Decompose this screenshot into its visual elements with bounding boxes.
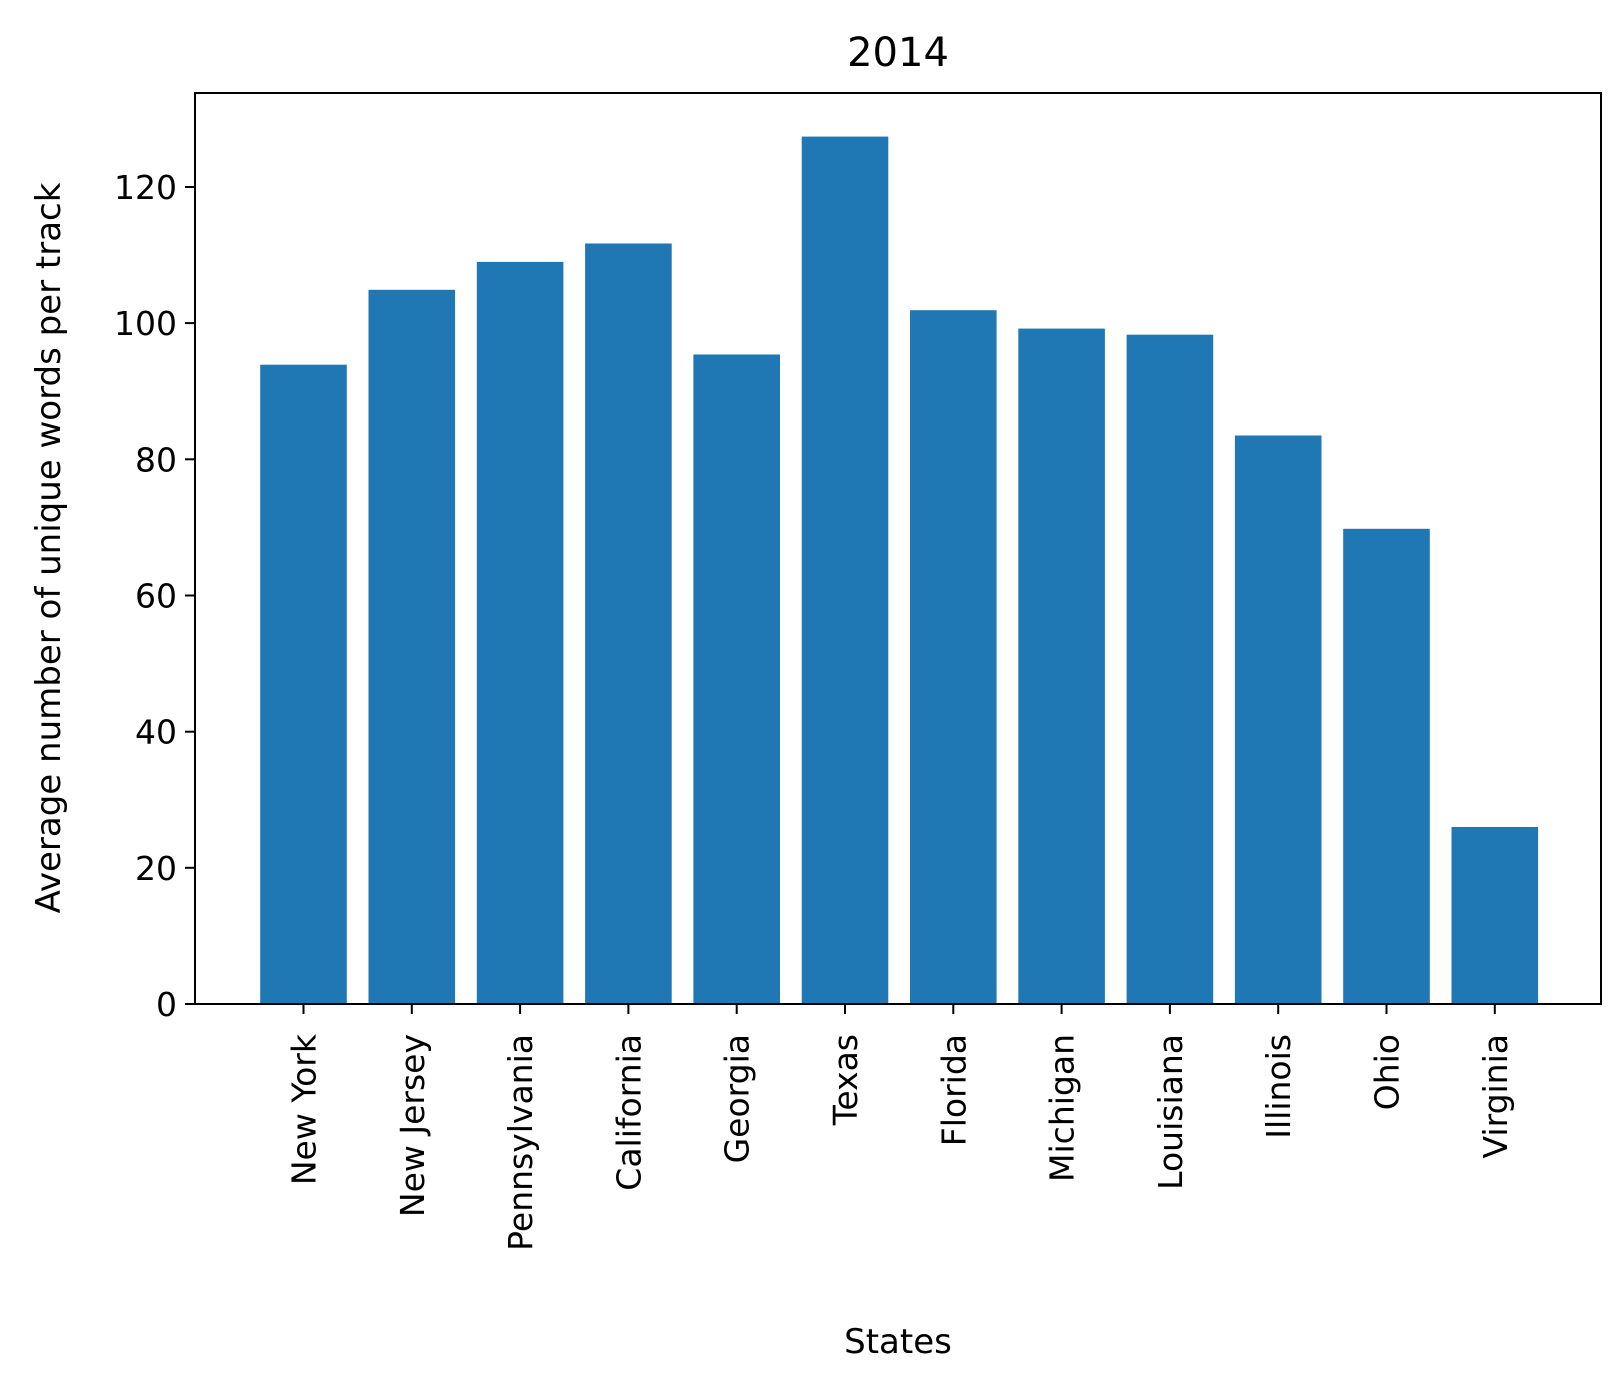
x-tick-label: Virginia <box>1476 1034 1515 1158</box>
x-tick-label: California <box>609 1034 648 1191</box>
x-tick-label: New Jersey <box>393 1034 432 1217</box>
x-axis-label: States <box>844 1322 952 1362</box>
plot-frame <box>194 92 1602 1005</box>
x-tick-label: Louisiana <box>1151 1034 1190 1190</box>
y-tick-label: 80 <box>135 440 177 479</box>
x-tick-label: Michigan <box>1043 1034 1082 1182</box>
bar-louisiana <box>1126 334 1214 1004</box>
bar-pennsylvania <box>476 261 564 1004</box>
y-tick-label: 60 <box>135 577 177 616</box>
bar-california <box>585 243 672 1004</box>
bar-georgia <box>693 354 780 1004</box>
bar-new-jersey <box>368 289 456 1004</box>
axes-group: 0 20 40 60 80 100 120 New York New Jersey Pennsyl… <box>114 92 1602 1251</box>
y-axis-label: Average number of unique words per track <box>29 182 69 913</box>
x-tick-label: Ohio <box>1368 1034 1407 1110</box>
x-tick-label: New York <box>285 1033 324 1185</box>
bar-texas <box>801 136 889 1005</box>
y-tick-label: 120 <box>114 168 177 207</box>
y-tick-label: 20 <box>135 849 177 888</box>
x-tick-label: Florida <box>934 1034 973 1146</box>
x-tick-label: Texas <box>826 1034 865 1126</box>
bar-florida <box>910 310 997 1004</box>
chart-title: 2014 <box>847 30 949 76</box>
bar-michigan <box>1018 328 1105 1005</box>
x-tick-label: Pennsylvania <box>501 1034 540 1251</box>
bars-group <box>260 136 1539 1005</box>
y-tick-label: 40 <box>135 713 177 752</box>
x-tick-label: Georgia <box>718 1034 757 1163</box>
bar-ohio <box>1343 528 1430 1004</box>
y-tick-label: 0 <box>156 985 177 1024</box>
bar-illinois <box>1234 435 1322 1004</box>
y-tick-label: 100 <box>114 304 177 343</box>
x-tick-label: Illinois <box>1259 1034 1298 1139</box>
bar-virginia <box>1451 827 1539 1004</box>
bar-new-york <box>260 364 347 1004</box>
